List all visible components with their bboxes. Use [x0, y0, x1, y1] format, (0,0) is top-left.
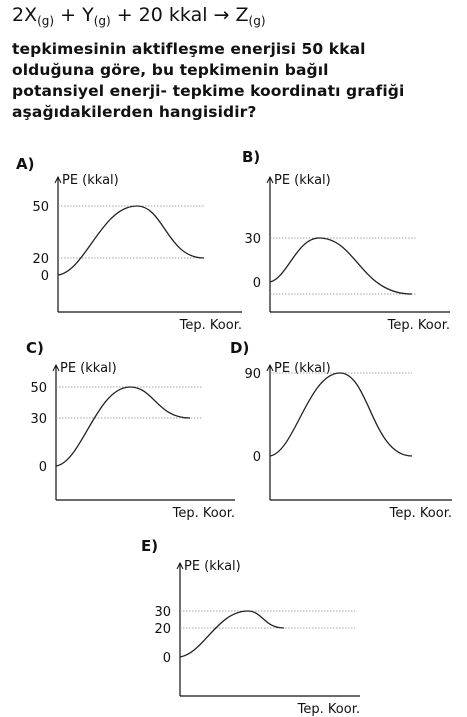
y-axis-label: PE (kkal): [62, 173, 119, 188]
question-line: tepkimesinin aktifleşme enerjisi 50 kkal: [12, 40, 366, 58]
tick-label: 50: [30, 381, 47, 396]
y-axis-arrow: [266, 175, 274, 184]
y-axis-arrow: [176, 561, 184, 570]
y-axis-arrow: [54, 175, 62, 184]
y-axis-label: PE (kkal): [274, 173, 331, 188]
energy-curve: [55, 386, 191, 467]
tick-label: 0: [163, 651, 171, 666]
tick-label: 30: [30, 412, 47, 427]
x-axis-label: Tep. Koor.: [297, 702, 360, 717]
question-line: aşağıdakilerden hangisidir?: [12, 103, 257, 121]
y-axis-label: PE (kkal): [274, 361, 331, 376]
tick-label: 90: [244, 367, 261, 382]
tick-label: 0: [253, 276, 261, 291]
energy-curve: [179, 610, 285, 658]
x-axis-label: Tep. Koor.: [389, 506, 452, 521]
y-axis-arrow: [52, 363, 60, 372]
question-line: potansiyel enerji- tepkime koordinatı gr…: [12, 82, 405, 100]
energy-curve: [57, 205, 205, 276]
eq-z-sub: (g): [248, 14, 266, 28]
y-axis-arrow: [266, 363, 274, 372]
arrow-icon: →: [213, 4, 230, 26]
tick-label: 0: [41, 269, 49, 284]
option-label: B): [242, 148, 260, 166]
y-axis-label: PE (kkal): [184, 559, 241, 574]
tick-label: 50: [32, 200, 49, 215]
eq-y-sub: (g): [93, 14, 111, 28]
option-label: C): [26, 339, 44, 357]
tick-label: 0: [39, 460, 47, 475]
tick-label: 20: [32, 252, 49, 267]
option-label: E): [141, 537, 158, 555]
y-axis-label: PE (kkal): [60, 361, 117, 376]
option-label: A): [16, 155, 34, 173]
eq-plus-y: + Y: [54, 4, 94, 26]
x-axis-label: Tep. Koor.: [179, 318, 242, 333]
x-axis-label: Tep. Koor.: [387, 318, 450, 333]
eq-coef: 2X: [12, 4, 38, 26]
option-label: D): [230, 339, 249, 357]
tick-label: 20: [154, 622, 171, 637]
energy-curve: [269, 372, 413, 457]
reaction-equation: 2X(g) + Y(g) + 20 kkal → Z(g): [12, 4, 266, 28]
eq-product: Z: [229, 4, 249, 26]
tick-label: 30: [154, 605, 171, 620]
question-text: tepkimesinin aktifleşme enerjisi 50 kkal…: [12, 39, 462, 123]
eq-x-sub: (g): [37, 14, 55, 28]
tick-label: 0: [253, 450, 261, 465]
x-axis-label: Tep. Koor.: [172, 506, 235, 521]
energy-curve: [269, 237, 413, 295]
tick-label: 30: [244, 232, 261, 247]
eq-energy: + 20 kkal: [110, 4, 214, 26]
question-line: olduğuna göre, bu tepkimenin bağıl: [12, 61, 329, 79]
